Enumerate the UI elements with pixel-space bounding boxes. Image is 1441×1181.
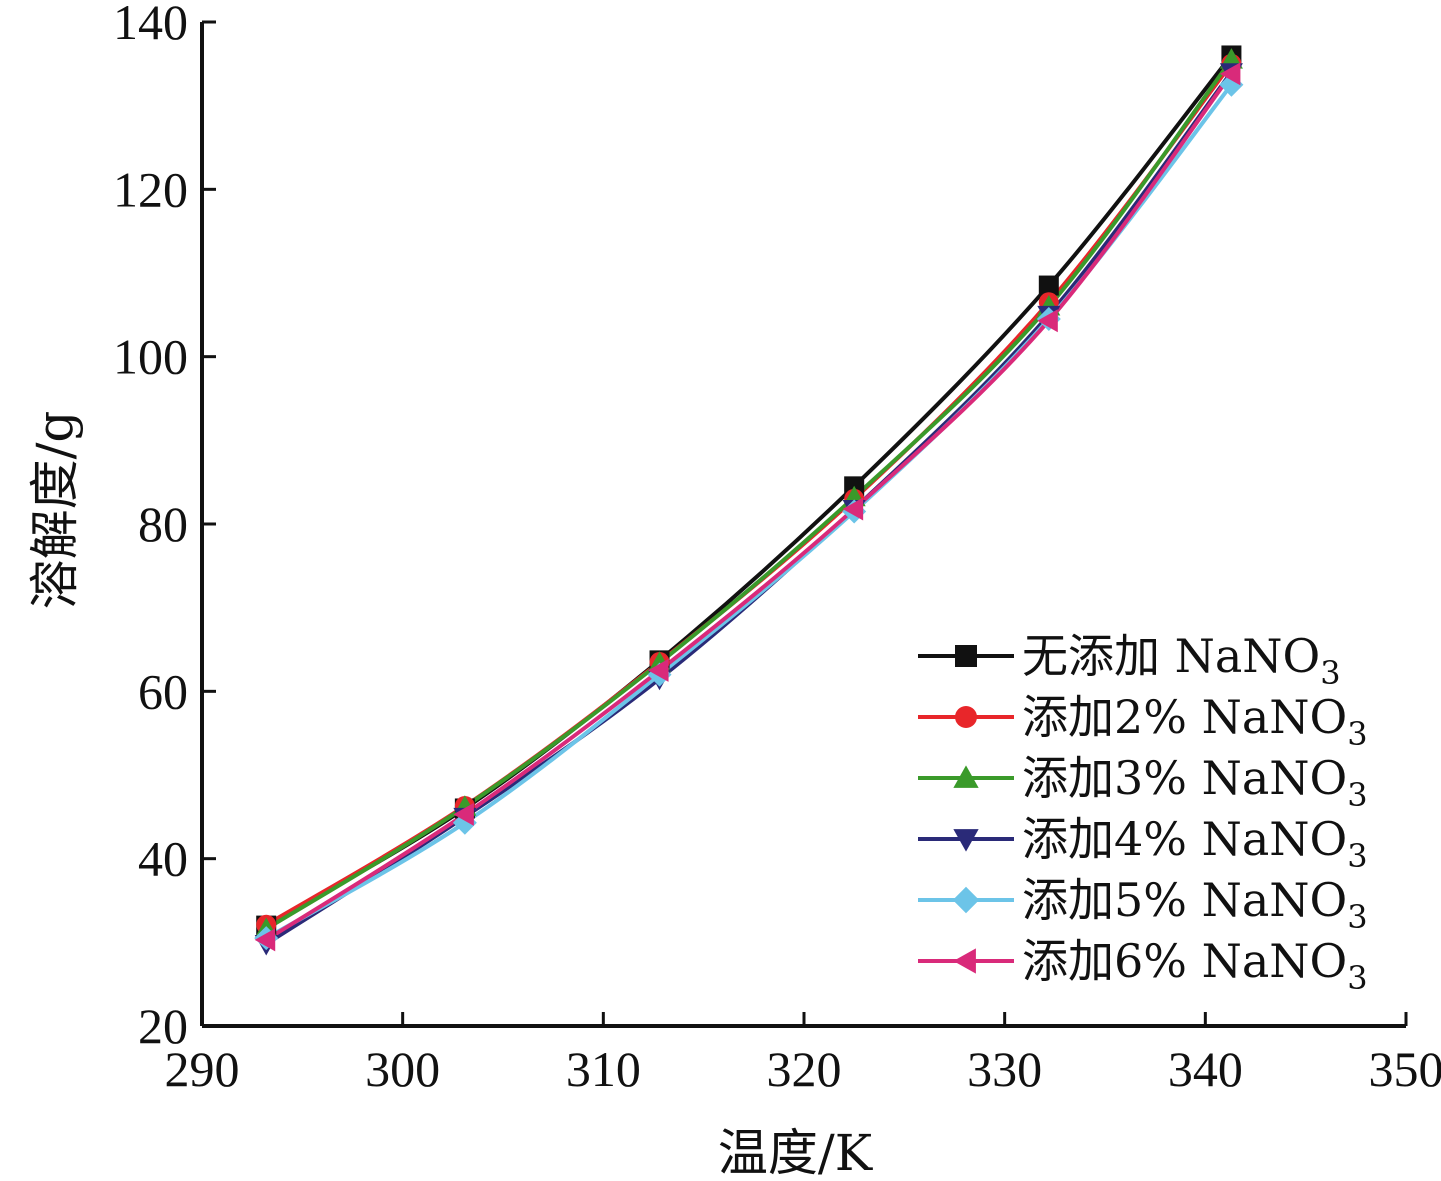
legend-label-main: 添加4% NaNO <box>1022 812 1347 866</box>
x-axis-title: 温度/K <box>718 1124 874 1181</box>
series-line-6 <box>265 72 1234 942</box>
data-point-s6-2 <box>453 802 474 826</box>
data-point-s6-4 <box>842 497 864 521</box>
y-axis-title: 溶解度/g <box>26 411 84 610</box>
legend-entry-4: 添加4% NaNO3 <box>918 812 1368 875</box>
data-point-s6-3 <box>648 658 669 682</box>
y-tick-label: 140 <box>113 0 188 50</box>
legend-label-subscript: 3 <box>1347 715 1367 753</box>
legend-label-subscript: 3 <box>1347 898 1367 936</box>
y-tick-label: 80 <box>138 496 188 552</box>
legend-marker <box>955 706 977 728</box>
legend-label: 添加2% NaNO3 <box>1022 690 1368 753</box>
legend-entry-3: 添加3% NaNO3 <box>918 751 1368 814</box>
legend-marker <box>953 948 976 974</box>
y-tick-label: 20 <box>138 998 188 1054</box>
data-point-s6-5 <box>1037 309 1058 333</box>
series-line-5 <box>265 83 1233 940</box>
legend-label-main: 添加5% NaNO <box>1022 873 1347 927</box>
legend-marker <box>953 829 979 852</box>
legend-entry-1: 无添加 NaNO3 <box>918 629 1341 692</box>
legend-label-main: 添加3% NaNO <box>1022 751 1347 805</box>
x-tick-label: 340 <box>1168 1041 1243 1097</box>
series-line-3 <box>265 58 1234 931</box>
data-point-s1-5 <box>1038 275 1059 296</box>
series-markers <box>254 45 1244 956</box>
x-tick-label: 300 <box>365 1041 440 1097</box>
legend-label-main: 添加2% NaNO <box>1022 690 1347 744</box>
x-ticks: 290 300 310 320 330 340 350 <box>165 1012 1441 1097</box>
y-ticks: 20 40 60 80 100 120 140 <box>113 0 216 1054</box>
y-tick-label: 40 <box>138 831 188 887</box>
legend-label-main: 无添加 NaNO <box>1022 629 1320 683</box>
legend-marker <box>952 886 980 914</box>
y-tick-label: 100 <box>113 329 188 385</box>
legend-marker <box>953 765 979 788</box>
x-tick-label: 330 <box>967 1041 1042 1097</box>
data-point-s6-6 <box>1219 62 1241 86</box>
series-lines <box>265 54 1234 946</box>
legend-label-subscript: 3 <box>1347 959 1367 997</box>
legend-label-subscript: 3 <box>1347 776 1367 814</box>
legend-label: 添加5% NaNO3 <box>1022 873 1368 936</box>
legend-label: 无添加 NaNO3 <box>1022 629 1341 692</box>
data-point-s6-1 <box>254 928 276 952</box>
legend-marker <box>955 645 977 667</box>
legend-label-subscript: 3 <box>1320 654 1340 692</box>
legend-label: 添加6% NaNO3 <box>1022 934 1368 997</box>
legend-entry-6: 添加6% NaNO3 <box>918 934 1368 997</box>
legend-entry-2: 添加2% NaNO3 <box>918 690 1368 753</box>
x-tick-label: 350 <box>1369 1041 1441 1097</box>
y-tick-label: 60 <box>138 663 188 719</box>
legend-label: 添加4% NaNO3 <box>1022 812 1368 875</box>
x-tick-label: 320 <box>767 1041 842 1097</box>
x-tick-label: 310 <box>566 1041 641 1097</box>
y-tick-label: 120 <box>113 161 188 217</box>
legend-label: 添加3% NaNO3 <box>1022 751 1368 814</box>
legend-entry-5: 添加5% NaNO3 <box>918 873 1368 936</box>
legend-label-main: 添加6% NaNO <box>1022 934 1347 988</box>
x-tick-label: 290 <box>165 1041 240 1097</box>
legend-label-subscript: 3 <box>1347 837 1367 875</box>
